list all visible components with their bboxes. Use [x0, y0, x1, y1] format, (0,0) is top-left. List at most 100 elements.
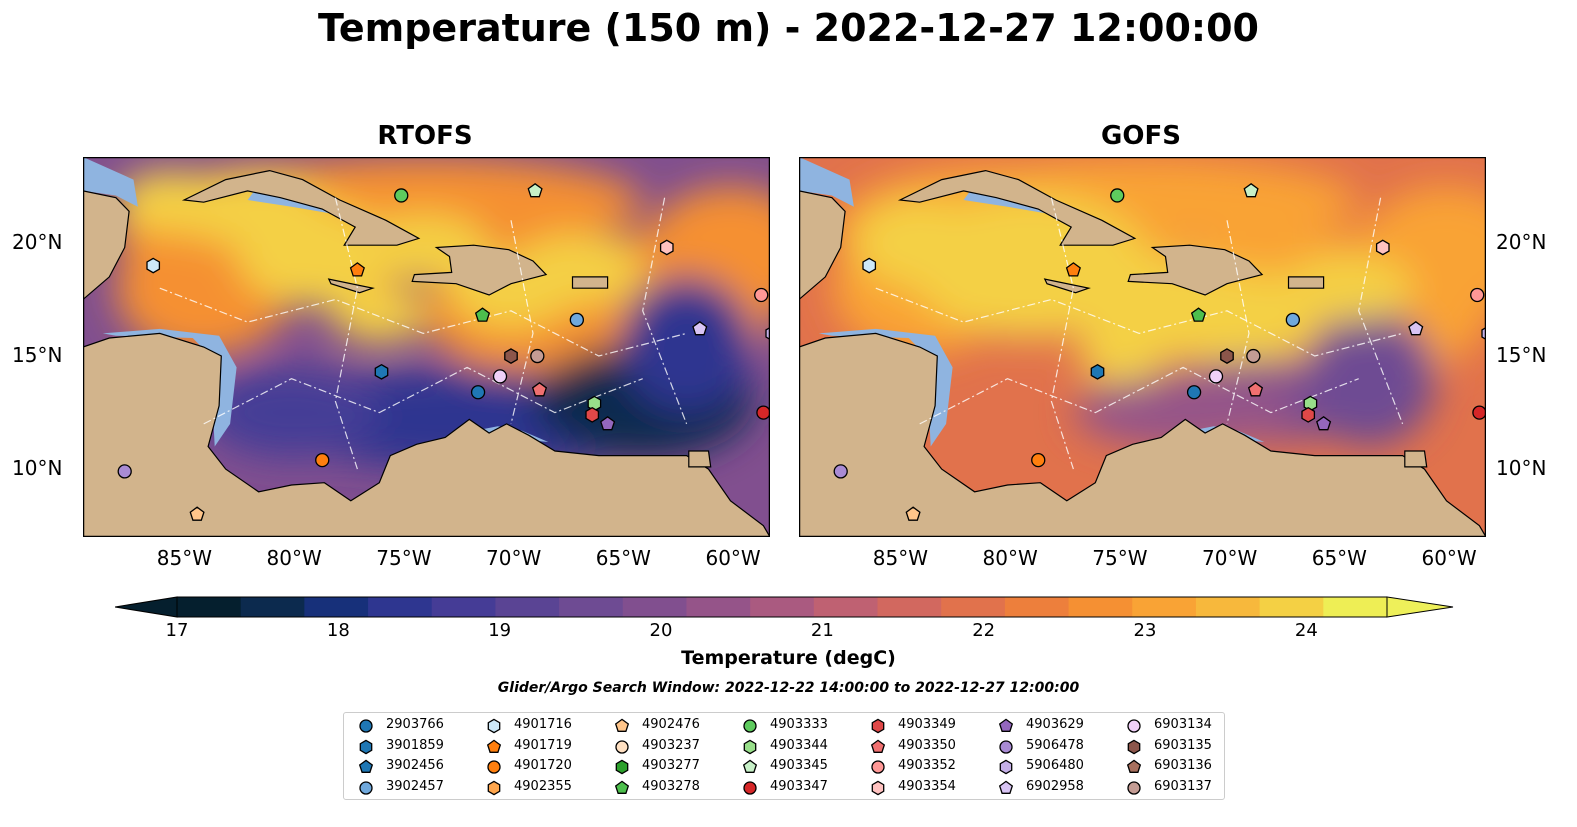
x-tick-label: 85°W — [872, 546, 928, 570]
dashed-boundary — [1226, 220, 1250, 425]
colorbar — [115, 596, 1454, 618]
colorbar-segment — [1195, 597, 1261, 617]
marker-6903134 — [492, 369, 508, 384]
marker-4901719 — [1065, 262, 1081, 277]
marker-2903766 — [470, 385, 486, 400]
marker-4903354 — [1375, 239, 1390, 256]
y-tick-label: 20°N — [12, 229, 63, 254]
marker-6903135 — [504, 348, 518, 364]
marker-4903350 — [531, 381, 548, 397]
panel-title-rtofs: RTOFS — [377, 121, 473, 151]
landmass — [83, 332, 770, 537]
legend-label: 4903333 — [770, 717, 828, 732]
landmass — [571, 276, 609, 289]
marker-4902476 — [189, 506, 205, 521]
colorbar-label: Temperature (degC) — [681, 647, 896, 669]
landmass — [688, 450, 712, 468]
colorbar-segment — [495, 597, 560, 617]
map-panel-gofs — [799, 157, 1486, 537]
legend-marker — [1126, 759, 1142, 773]
legend-marker — [358, 759, 374, 773]
dashed-boundary — [875, 287, 1403, 357]
marker-4903345 — [1243, 182, 1259, 198]
chart-title: Temperature (150 m) - 2022-12-27 12:00:0… — [317, 6, 1259, 50]
colorbar-segment — [750, 597, 815, 617]
dashed-boundary — [642, 197, 688, 425]
marker-6903134 — [1208, 369, 1224, 384]
legend-label: 4903345 — [770, 758, 828, 773]
dashed-boundary — [1358, 197, 1404, 425]
legend-label: 4903278 — [642, 778, 700, 794]
x-tick-label: 65°W — [1311, 546, 1367, 570]
x-tick-label: 70°W — [1202, 546, 1258, 570]
x-tick-label: 75°W — [376, 546, 432, 570]
marker-4903347 — [1472, 405, 1486, 420]
y-tick-label: 10°N — [12, 456, 63, 481]
colorbar-segment — [877, 597, 942, 617]
colorbar-segment — [368, 597, 433, 617]
legend-label: 4902355 — [514, 778, 572, 794]
marker-4903352 — [1470, 287, 1485, 303]
x-tick-label: 75°W — [1092, 546, 1148, 570]
shallow-shelf — [83, 157, 138, 207]
colorbar-tick-label: 19 — [488, 620, 512, 641]
marker-4901720 — [1031, 452, 1046, 468]
legend-label: 6903135 — [1154, 737, 1212, 753]
colorbar-under-arrow — [115, 596, 178, 618]
landmass — [1404, 450, 1428, 468]
landmass — [1127, 244, 1264, 296]
legend-label: 4903350 — [898, 737, 956, 753]
colorbar-segment — [177, 597, 242, 617]
legend-label: 6903137 — [1154, 778, 1212, 794]
x-tick-label: 60°W — [1421, 546, 1477, 570]
legend: 2903766 3901859 3902456 3902457 4901716 49017… — [343, 712, 1225, 800]
landmass — [799, 332, 1486, 537]
legend-label: 5906480 — [1026, 758, 1084, 773]
legend-marker — [487, 780, 501, 795]
legend-label: 6903134 — [1154, 717, 1212, 732]
marker-2903766 — [1186, 385, 1202, 400]
legend-label: 6903136 — [1154, 758, 1212, 773]
marker-4903349 — [585, 406, 600, 423]
marker-5906478 — [833, 464, 848, 479]
legend-label: 4903237 — [642, 737, 700, 753]
marker-3901859 — [1090, 363, 1105, 380]
legend-label: 4902476 — [642, 717, 700, 732]
x-tick-label: 60°W — [705, 546, 761, 570]
y-tick-label: 15°N — [1496, 343, 1547, 368]
colorbar-segment — [1259, 597, 1324, 617]
dashed-boundary — [334, 197, 359, 470]
legend-label: 4903347 — [770, 778, 828, 794]
marker-4903345 — [527, 182, 543, 198]
landmass — [411, 244, 548, 296]
colorbar-tick-label: 24 — [1294, 620, 1318, 641]
dashed-boundary — [203, 366, 643, 425]
colorbar-segment — [941, 597, 1006, 617]
colorbar-tick-label: 20 — [649, 620, 673, 641]
landmass — [83, 157, 130, 301]
dashed-boundary — [510, 220, 534, 425]
legend-marker — [999, 739, 1013, 754]
colorbar-segment — [686, 597, 751, 617]
marker-4903347 — [756, 405, 770, 420]
marker-4903278 — [474, 307, 491, 322]
marker-4903354 — [659, 239, 674, 256]
marker-3902457 — [569, 312, 584, 328]
colorbar-segment — [1323, 597, 1388, 617]
marker-3902457 — [1285, 312, 1300, 328]
landmass — [799, 157, 846, 301]
x-tick-label: 80°W — [982, 546, 1038, 570]
legend-marker — [359, 719, 373, 733]
panel-title-gofs: GOFS — [1101, 121, 1181, 151]
legend-label: 4903344 — [770, 737, 828, 753]
x-tick-label: 85°W — [156, 546, 212, 570]
colorbar-segment — [622, 597, 688, 617]
colorbar-segment — [1004, 597, 1070, 617]
dashed-boundary — [919, 366, 1359, 425]
marker-4903278 — [1190, 307, 1207, 322]
x-tick-label: 80°W — [266, 546, 322, 570]
landmass — [1043, 278, 1091, 294]
colorbar-segment — [813, 597, 879, 617]
colorbar-tick-label: 23 — [1133, 620, 1157, 641]
legend-label: 4903349 — [898, 717, 956, 732]
